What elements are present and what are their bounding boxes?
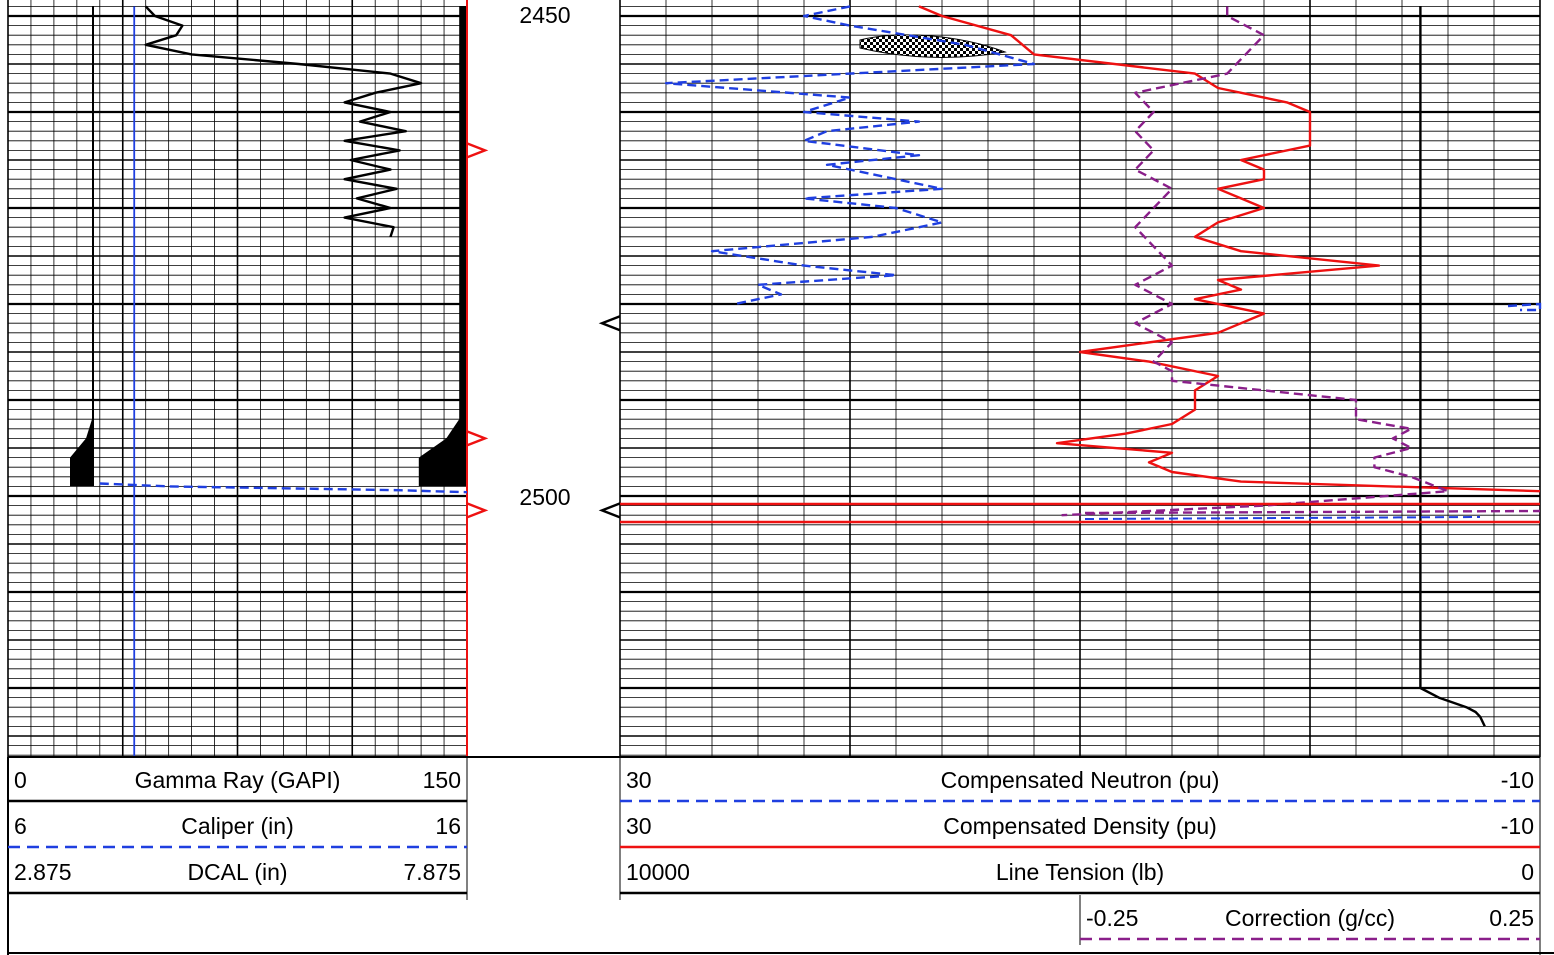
line-tension-curve [1419, 6, 1486, 727]
caliper-curve [99, 482, 468, 494]
neutron-edge-segment [1507, 302, 1542, 312]
legend-line-tension-name: Line Tension (lb) [996, 859, 1164, 885]
legend-line-tension-max: 0 [1521, 859, 1534, 885]
legend-dcal-min: 2.875 [14, 859, 72, 885]
legend-caliper-max: 16 [435, 813, 461, 839]
track1-grid [7, 0, 468, 757]
legend-dcal-max: 7.875 [403, 859, 461, 885]
legend-density-name: Compensated Density (pu) [943, 813, 1217, 839]
legend-gamma-ray-max: 150 [423, 767, 461, 793]
legend-caliper-min: 6 [14, 813, 27, 839]
neutron-tail [1084, 516, 1481, 520]
neutron-curve [664, 5, 1036, 306]
legend-correction-max: 0.25 [1489, 905, 1534, 931]
track1-depth-flag [466, 502, 489, 519]
density-curve [918, 5, 1541, 493]
correction-curve [1061, 6, 1450, 517]
depth-label-2500: 2500 [519, 484, 570, 510]
dcal-fill [418, 6, 467, 487]
track2-depth-flag [598, 315, 621, 332]
track1-depth-flag [466, 430, 489, 447]
legend-density-min: 30 [626, 813, 652, 839]
curves [99, 0, 1542, 757]
depth-label-2450: 2450 [519, 2, 570, 28]
legend-density-max: -10 [1501, 813, 1534, 839]
legend-background [0, 757, 1554, 955]
track2-depth-flag [598, 502, 621, 519]
legend-neutron-max: -10 [1501, 767, 1534, 793]
legend: 0 Gamma Ray (GAPI) 150 6 Caliper (in) 16 2.875… [0, 756, 1554, 955]
legend-gamma-ray-min: 0 [14, 767, 27, 793]
legend-correction-name: Correction (g/cc) [1225, 905, 1395, 931]
correction-tail [1084, 509, 1541, 515]
legend-caliper-name: Caliper (in) [181, 813, 293, 839]
legend-line-tension-min: 10000 [626, 859, 690, 885]
bit-size-fill [70, 6, 94, 487]
legend-neutron-min: 30 [626, 767, 652, 793]
gamma-ray-curve [144, 5, 423, 238]
legend-neutron-name: Compensated Neutron (pu) [941, 767, 1220, 793]
track2-grid [619, 0, 1541, 757]
track1-depth-flag [466, 142, 489, 159]
legend-correction-min: -0.25 [1086, 905, 1138, 931]
legend-gamma-ray-name: Gamma Ray (GAPI) [135, 767, 341, 793]
legend-dcal-name: DCAL (in) [187, 859, 287, 885]
depth-markers [466, 142, 621, 519]
